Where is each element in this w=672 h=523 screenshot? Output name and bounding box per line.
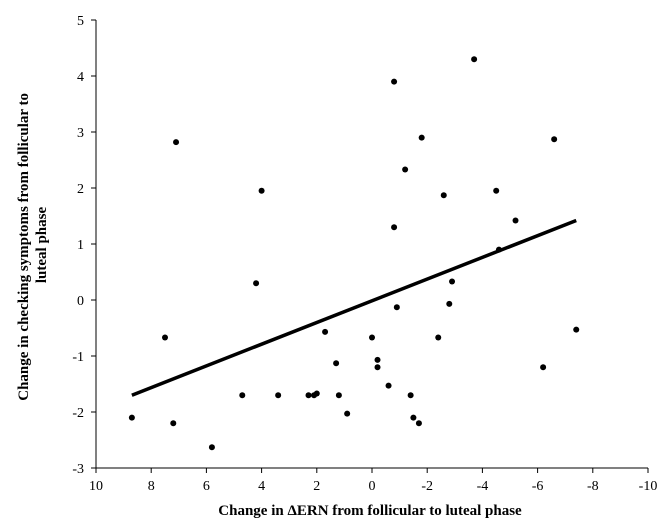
x-tick-label: 8 xyxy=(148,479,155,494)
data-point xyxy=(415,420,422,427)
data-point xyxy=(170,420,177,427)
x-tick-label: -4 xyxy=(477,479,489,494)
data-point xyxy=(374,356,381,363)
data-point xyxy=(173,139,180,146)
y-tick-label: 4 xyxy=(77,70,84,85)
data-point xyxy=(418,134,425,141)
data-point xyxy=(391,78,398,85)
y-tick-label: 0 xyxy=(77,294,84,309)
data-point xyxy=(162,334,168,341)
y-axis-ticks: -3 -2 -1 0 1 2 3 4 5 xyxy=(72,14,96,477)
data-point xyxy=(239,392,246,399)
data-point xyxy=(335,392,342,399)
y-tick-label: 1 xyxy=(77,238,84,253)
data-point xyxy=(258,187,265,194)
y-tick-label: -2 xyxy=(72,406,84,421)
data-point xyxy=(410,414,417,421)
data-point xyxy=(391,224,398,231)
data-point xyxy=(128,414,135,421)
data-point xyxy=(253,280,260,287)
x-tick-label: -2 xyxy=(421,479,433,494)
data-point xyxy=(374,364,381,371)
data-point xyxy=(446,300,453,307)
trendline xyxy=(131,218,577,397)
x-tick-label: -6 xyxy=(532,479,544,494)
y-axis-label: Change in checking symptoms from follicu… xyxy=(16,89,50,401)
data-point xyxy=(393,304,400,311)
x-tick-label: -8 xyxy=(587,479,599,494)
data-point xyxy=(313,390,320,397)
y-axis-label-line-2: luteal phase xyxy=(34,207,50,284)
data-point xyxy=(551,136,558,143)
x-tick-label: 10 xyxy=(89,479,103,494)
x-tick-label: 6 xyxy=(203,479,210,494)
y-tick-label: 2 xyxy=(77,182,84,197)
data-point xyxy=(449,278,456,285)
x-tick-label: -10 xyxy=(639,479,658,494)
x-tick-label: 4 xyxy=(258,479,265,494)
data-point xyxy=(385,382,392,389)
y-axis-label-line-1: Change in checking symptoms from follicu… xyxy=(16,93,32,401)
data-point xyxy=(275,392,282,399)
data-point xyxy=(407,392,414,399)
y-tick-label: 5 xyxy=(77,14,84,29)
data-points xyxy=(128,56,580,451)
data-point xyxy=(493,187,500,194)
data-point xyxy=(471,56,478,63)
x-axis-label: Change in ΔERN from follicular to luteal… xyxy=(218,503,522,519)
y-tick-label: -1 xyxy=(72,350,84,365)
y-tick-label: 3 xyxy=(77,126,84,141)
data-point xyxy=(333,360,340,367)
data-point xyxy=(208,444,215,451)
data-point xyxy=(344,410,351,417)
data-point xyxy=(440,192,447,199)
data-point xyxy=(402,166,409,173)
data-point xyxy=(322,328,329,335)
data-point xyxy=(540,364,547,371)
x-axis-ticks: 10 8 6 4 2 0 -2 -4 -6 -8 -10 xyxy=(89,468,657,494)
data-point xyxy=(369,334,375,341)
data-point xyxy=(305,392,312,399)
data-point xyxy=(512,217,519,224)
data-point xyxy=(573,326,580,333)
x-tick-label: 2 xyxy=(313,479,320,494)
y-tick-label: -3 xyxy=(72,462,84,477)
data-point xyxy=(435,334,442,341)
x-tick-label: 0 xyxy=(369,479,376,494)
